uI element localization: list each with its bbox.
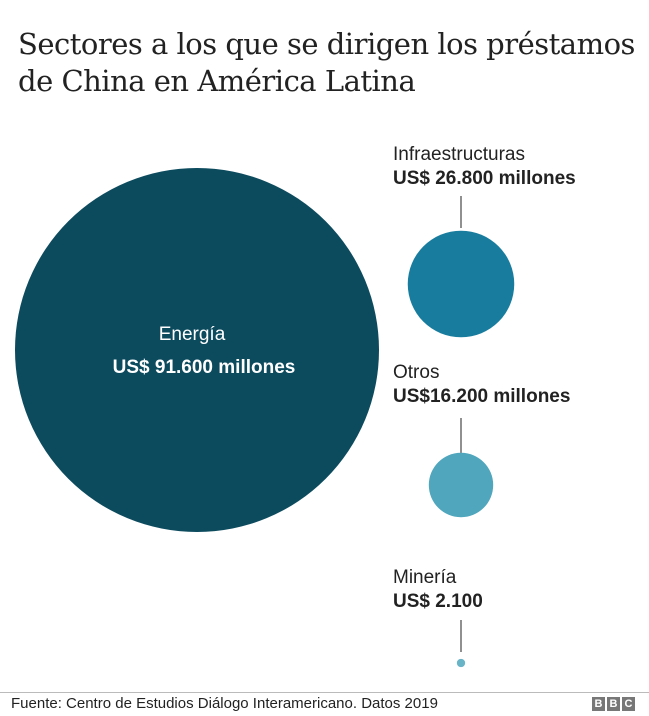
bubble-label-name: Otros xyxy=(393,362,439,383)
bubble-energia xyxy=(15,168,379,532)
bbc-logo-letter: B xyxy=(592,697,605,711)
bubble-mineria xyxy=(456,658,466,668)
chart-title: Sectores a los que se dirigen los présta… xyxy=(18,27,635,98)
bubble-otros xyxy=(428,452,494,518)
bubble-chart: Energía US$ 91.600 millones Infraestructur… xyxy=(15,144,576,668)
bubble-label-value: US$ 2.100 xyxy=(393,591,483,612)
bubble-label-name: Infraestructuras xyxy=(393,144,525,165)
bubble-label-value: US$ 26.800 millones xyxy=(393,168,576,189)
bubble-label-name: Minería xyxy=(393,567,457,588)
source-note: Fuente: Centro de Estudios Diálogo Inter… xyxy=(11,695,438,712)
bubble-infraestructuras xyxy=(407,230,515,338)
bbc-logo: B B C xyxy=(592,697,635,711)
bubble-label-value: US$16.200 millones xyxy=(393,386,570,407)
bbc-logo-letter: C xyxy=(622,697,635,711)
bubble-label-value: US$ 91.600 millones xyxy=(113,357,296,378)
footer-divider xyxy=(0,692,649,693)
bbc-logo-letter: B xyxy=(607,697,620,711)
bubble-label-name: Energía xyxy=(159,324,226,345)
